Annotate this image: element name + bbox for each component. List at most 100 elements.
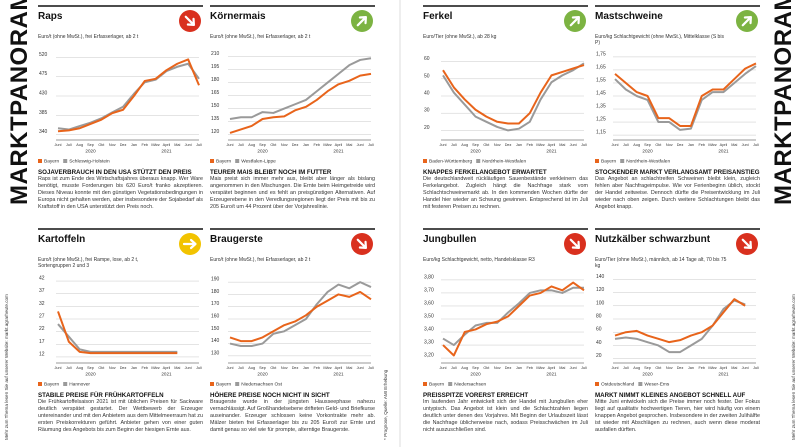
x-tick-label: Juli — [451, 143, 457, 147]
body-text: Raps ist zum Ende des Wirtschaftsjahres … — [38, 176, 203, 210]
x-tick-label: Mai — [731, 366, 737, 370]
chart-subtitle: Euro/kg Schlachtgewicht (ohne MwSt.), Mi… — [595, 34, 724, 46]
x-tick-label: Mai — [174, 143, 180, 147]
y-tick-label: 195 — [211, 64, 220, 70]
data-line — [442, 64, 585, 125]
x-tick-label: Sep — [472, 143, 479, 147]
year-label: 2021 — [161, 149, 172, 154]
x-tick-label: Aug — [461, 143, 468, 147]
y-tick-label: 180 — [211, 77, 220, 83]
x-tick-label: Juni — [440, 366, 447, 370]
x-tick-label: Dez — [120, 366, 127, 370]
y-tick-label: 180 — [211, 289, 220, 295]
x-tick-label: Dez — [505, 143, 512, 147]
x-tick-label: März — [323, 366, 332, 370]
x-tick-label: Jan — [303, 143, 309, 147]
x-tick-label: Juli — [238, 366, 244, 370]
year-label: 2021 — [718, 372, 729, 377]
trend-icon — [564, 233, 586, 255]
y-tick-label: 1,25 — [596, 117, 606, 123]
body-text: Mais preist sich immer mehr aus, bleibt … — [210, 176, 375, 210]
y-tick-label: 385 — [39, 110, 48, 116]
trend-arrow — [569, 16, 580, 27]
panel-title: Jungbullen — [423, 234, 476, 245]
legend-label: Weser-Ems — [644, 382, 670, 388]
legend-label: Baden-Württemberg — [429, 159, 473, 165]
trend-icon — [179, 233, 201, 255]
data-line — [57, 62, 200, 131]
data-line — [614, 65, 757, 131]
x-tick-label: April — [720, 143, 728, 147]
y-tick-label: 42 — [39, 276, 45, 282]
x-tick-label: Juni — [357, 143, 364, 147]
y-tick-label: 3,70 — [424, 287, 434, 293]
arrow-shape — [182, 238, 197, 250]
arrow-shape — [569, 238, 580, 249]
trend-icon — [179, 10, 201, 32]
x-tick-label: Jan — [131, 143, 137, 147]
y-tick-label: 40 — [424, 91, 430, 97]
headline: HÖHERE PREISE NOCH NICHT IN SICHT — [210, 392, 330, 399]
x-tick-label: April — [335, 366, 343, 370]
headline: STABILE PREISE FÜR FRÜHKARTOFFELN — [38, 392, 164, 399]
y-tick-label: 12 — [39, 351, 45, 357]
x-tick-label: Okt — [483, 143, 490, 147]
x-tick-label: Okt — [483, 366, 490, 370]
y-tick-label: 60 — [424, 56, 430, 62]
year-label: 2020 — [85, 149, 96, 154]
x-tick-label: Aug — [248, 366, 255, 370]
x-tick-label: Juli — [196, 143, 202, 147]
year-label: 2021 — [546, 372, 557, 377]
arrow-shape — [356, 238, 367, 249]
legend-swatch — [210, 382, 214, 386]
legend-label: Bayern — [44, 382, 60, 388]
x-tick-label: Juli — [368, 366, 374, 370]
x-tick-label: Jan — [688, 366, 694, 370]
year-label: 2021 — [333, 149, 344, 154]
x-tick-label: Nov — [494, 143, 501, 147]
x-tick-label: Sep — [472, 366, 479, 370]
arrow-shape — [356, 16, 367, 27]
x-tick-label: Juli — [196, 366, 202, 370]
trend-icon — [351, 233, 373, 255]
x-tick-label: Nov — [109, 366, 116, 370]
chart-subtitle: Euro/kg Schlachtgewicht, netto, Handelsk… — [423, 257, 535, 263]
x-tick-label: Juli — [753, 143, 759, 147]
headline: PREISSPITZE VORERST ERREICHT — [423, 392, 529, 399]
trend-arrow — [741, 238, 752, 249]
data-line — [614, 62, 757, 127]
y-tick-label: 60 — [596, 327, 602, 333]
trend-arrow — [569, 238, 580, 249]
y-tick-label: 27 — [39, 314, 45, 320]
legend-swatch — [423, 382, 427, 386]
legend-swatch — [620, 159, 625, 163]
x-tick-label: April — [163, 143, 171, 147]
x-tick-label: März — [536, 143, 545, 147]
legend-swatch — [595, 382, 599, 386]
x-tick-label: Nov — [109, 143, 116, 147]
legend-label: Niedersachsen — [454, 382, 486, 388]
trend-arrow — [741, 16, 752, 27]
headline: STOCKENDER MARKT VERLANGSAMT PREISANSTIE… — [595, 169, 760, 176]
x-tick-label: Aug — [461, 366, 468, 370]
x-tick-label: Juni — [227, 143, 234, 147]
x-tick-label: Mai — [559, 366, 565, 370]
legend-label: Nordrhein-Westfalen — [482, 159, 526, 165]
y-tick-label: 3,40 — [424, 327, 434, 333]
x-tick-label: Juni — [440, 143, 447, 147]
y-tick-label: 170 — [211, 301, 220, 307]
x-tick-label: Nov — [494, 366, 501, 370]
y-tick-label: 1,75 — [596, 51, 606, 57]
year-label: 2020 — [470, 372, 481, 377]
y-tick-label: 1,15 — [596, 130, 606, 136]
chart-subtitle: Euro/Tier (ohne MwSt.), ab 28 kg — [423, 34, 497, 40]
arrow-shape — [184, 15, 195, 26]
body-text: Mitte Juni entwickeln sich die Preise im… — [595, 399, 760, 433]
legend-swatch — [595, 159, 599, 163]
y-tick-label: 120 — [211, 129, 220, 135]
legend-label: Westfalen-Lippe — [241, 159, 276, 165]
x-tick-label: März — [323, 143, 332, 147]
x-tick-label: März — [708, 143, 717, 147]
x-tick-label: April — [548, 366, 556, 370]
year-label: 2020 — [257, 149, 268, 154]
